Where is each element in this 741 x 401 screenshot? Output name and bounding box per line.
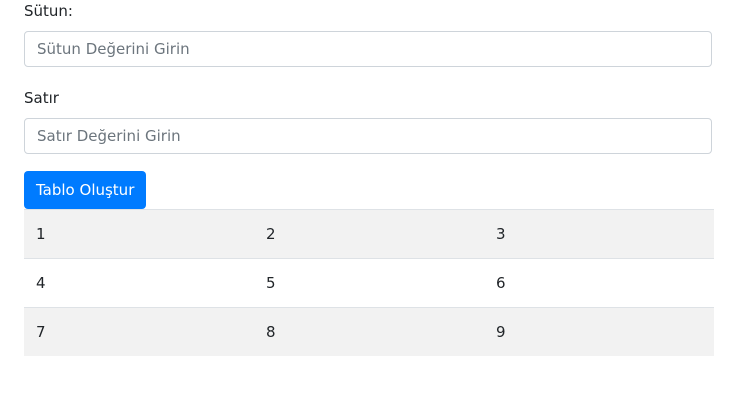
table-row: 1 2 3: [24, 209, 714, 259]
table-cell: 4: [24, 258, 254, 308]
table-cell: 3: [484, 209, 714, 259]
table-cell: 9: [484, 307, 714, 356]
column-input[interactable]: [24, 31, 712, 67]
row-label: Satır: [24, 89, 59, 107]
table-row: 4 5 6: [24, 258, 714, 308]
table-cell: 7: [24, 307, 254, 356]
column-label: Sütun:: [24, 2, 73, 20]
row-input[interactable]: [24, 118, 712, 154]
create-table-button[interactable]: Tablo Oluştur: [24, 171, 147, 209]
table-cell: 6: [484, 258, 714, 308]
table-cell: 8: [254, 307, 484, 356]
generated-table: 1 2 3 4 5 6 7 8 9: [24, 209, 714, 356]
table-cell: 1: [24, 209, 254, 259]
table-cell: 2: [254, 209, 484, 259]
table-cell: 5: [254, 258, 484, 308]
table-row: 7 8 9: [24, 307, 714, 356]
